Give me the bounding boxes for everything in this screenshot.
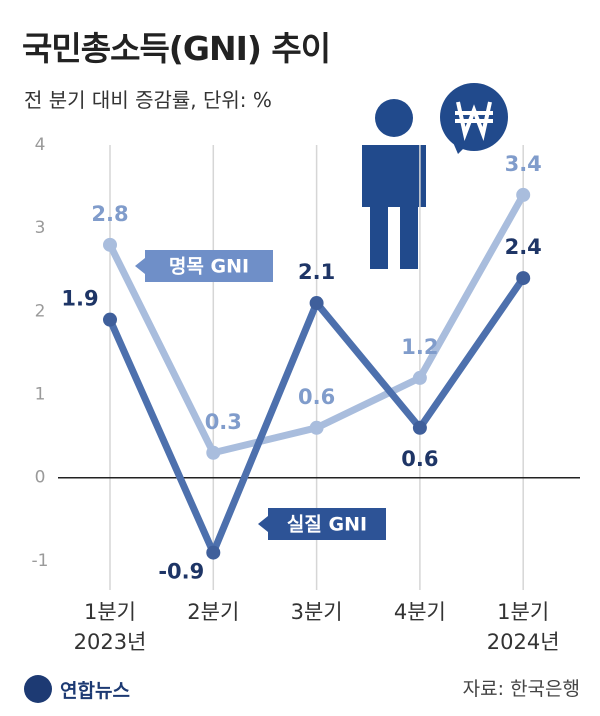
data-label: 0.3 xyxy=(205,410,242,434)
point xyxy=(309,296,324,311)
logo: 연합뉴스 xyxy=(60,680,130,702)
data-label: 2.8 xyxy=(91,202,128,226)
x-tick-label: 1분기 2023년 xyxy=(73,600,147,654)
y-tick-label: -1 xyxy=(32,551,49,571)
legend-box xyxy=(258,508,386,540)
legend-box xyxy=(135,250,273,282)
title: 국민총소득(GNI) 추이 xyxy=(22,29,331,68)
subtitle: 전 분기 대비 증감률, 단위: % xyxy=(24,88,272,112)
point xyxy=(206,445,221,460)
y-tick-label: 3 xyxy=(35,218,46,238)
x-tick-label: 1분기 2024년 xyxy=(486,600,560,654)
data-label: 1.9 xyxy=(61,287,98,311)
won-icon xyxy=(440,83,508,154)
y-tick-label: 4 xyxy=(35,135,46,155)
data-label: 3.4 xyxy=(505,152,542,176)
point xyxy=(103,312,117,327)
data-label: 1.2 xyxy=(401,335,438,359)
x-tick-label: 3분기 xyxy=(290,600,343,624)
y-tick-label: 2 xyxy=(35,301,46,321)
y-tick-label: 0 xyxy=(35,468,46,488)
point xyxy=(516,187,531,202)
point xyxy=(103,237,117,252)
logo-mark xyxy=(24,675,52,703)
person-icon xyxy=(362,99,426,269)
data-label: 0.6 xyxy=(298,385,335,409)
point xyxy=(309,420,324,435)
x-tick-label: 2분기 xyxy=(187,600,240,624)
legend-label: 실질 GNI xyxy=(287,514,367,536)
point xyxy=(206,545,221,560)
legend-label: 명목 GNI xyxy=(169,256,249,278)
x-tick-label: 4분기 xyxy=(393,600,446,624)
data-label: 2.4 xyxy=(505,235,542,259)
point xyxy=(412,370,427,385)
data-label: 0.6 xyxy=(401,447,438,471)
source: 자료: 한국은행 xyxy=(462,678,580,700)
point xyxy=(412,420,427,435)
data-label: -0.9 xyxy=(158,560,204,584)
y-tick-label: 1 xyxy=(35,385,46,405)
data-label: 2.1 xyxy=(298,260,335,284)
point xyxy=(516,271,531,286)
